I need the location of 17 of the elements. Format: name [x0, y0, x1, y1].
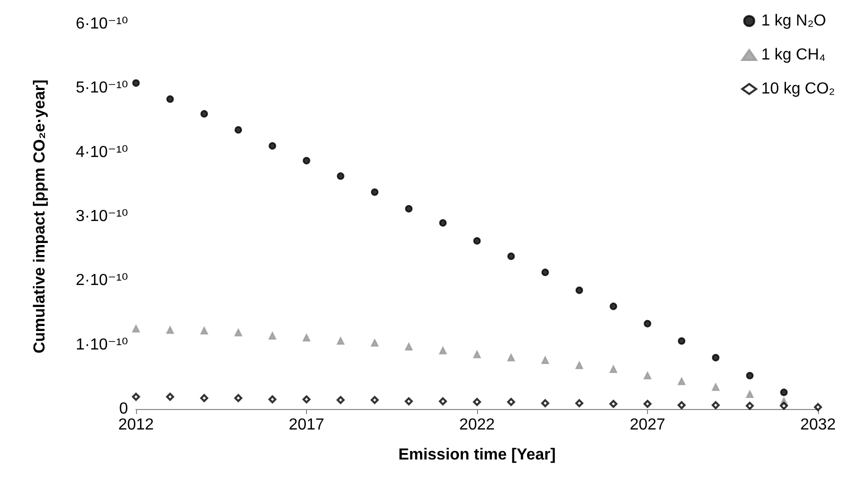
y-tick-label: 6·10⁻¹⁰ — [76, 16, 128, 32]
x-tick-label: 2017 — [288, 416, 324, 434]
x-axis-title: Emission time [Year] — [398, 446, 556, 464]
y-tick-label: 0 — [119, 400, 128, 418]
y-tick-label: 1·10⁻¹⁰ — [76, 336, 128, 354]
legend-label: 10 kg CO₂ — [761, 80, 835, 98]
y-tick-label: 4·10⁻¹⁰ — [76, 144, 128, 161]
legend-label: 1 kg N₂O — [761, 12, 826, 30]
x-tick-label: 2032 — [800, 416, 836, 434]
y-axis-title: Cumulative impact [ppm CO₂e·year] — [32, 80, 48, 354]
y-tick-label: 2·10⁻¹⁰ — [76, 272, 128, 290]
y-tick-label: 3·10⁻¹⁰ — [76, 208, 128, 225]
legend-label: 1 kg CH₄ — [761, 46, 826, 64]
x-tick-label: 2012 — [118, 416, 154, 434]
x-tick-label: 2027 — [630, 416, 666, 434]
x-tick-label: 2022 — [459, 416, 495, 434]
y-tick-label: 5·10⁻¹⁰ — [76, 80, 128, 97]
